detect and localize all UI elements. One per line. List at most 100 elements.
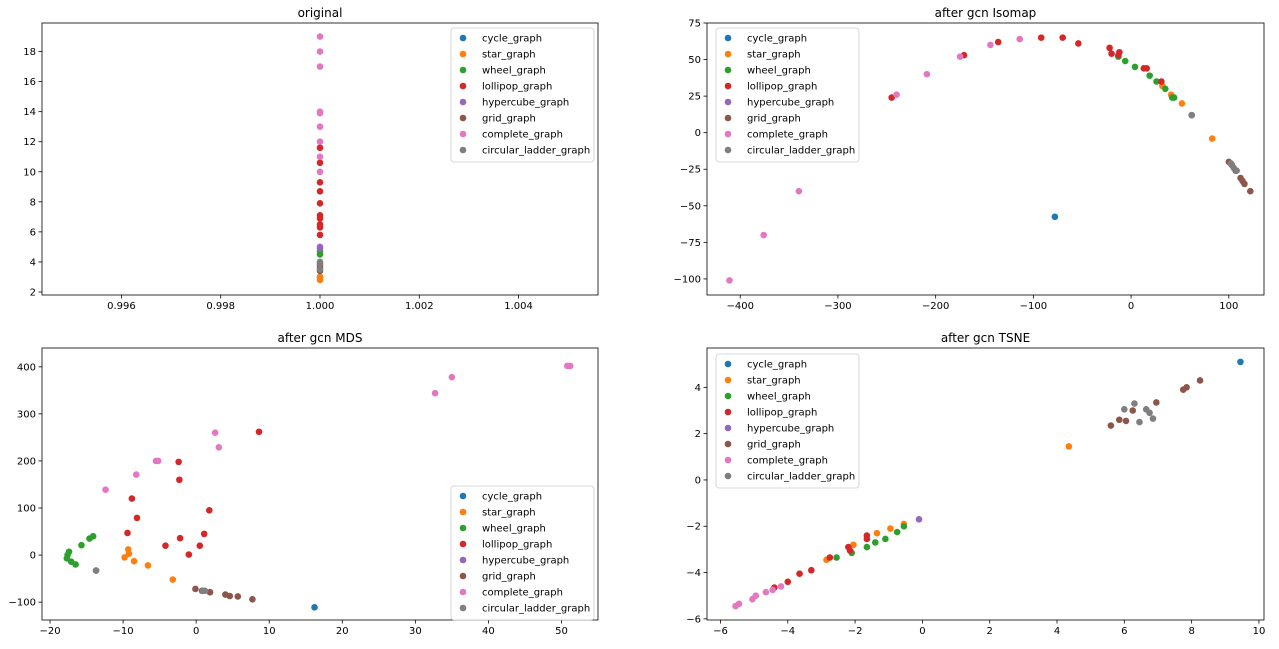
data-point (1143, 65, 1151, 72)
legend-marker (724, 82, 732, 90)
data-point (1075, 40, 1082, 47)
data-point (316, 153, 324, 161)
data-point (1241, 180, 1248, 188)
x-tick-label: 40 (482, 626, 495, 637)
data-point (863, 535, 871, 543)
data-point (130, 557, 138, 565)
y-tick-label: 10 (23, 167, 36, 178)
legend-marker (724, 98, 732, 106)
series-star-graph (316, 273, 324, 284)
data-point (769, 586, 776, 594)
y-tick-label: 18 (23, 47, 36, 58)
data-point (316, 178, 324, 186)
data-point (1196, 377, 1204, 384)
legend-label: cycle_graph (747, 360, 807, 371)
legend-label: circular_ladder_graph (747, 146, 855, 157)
y-tick-label: 16 (23, 77, 36, 88)
legend-frame (450, 27, 595, 163)
series-circular-ladder-graph (316, 258, 324, 273)
series-complete-graph (726, 35, 1024, 284)
legend-label: hypercube_graph (747, 424, 834, 435)
series-circular-ladder-graph (92, 567, 209, 595)
x-tick-label: −10 (113, 626, 134, 637)
data-point (887, 525, 894, 532)
data-point (893, 91, 900, 98)
y-tick-label: 12 (23, 137, 36, 148)
legend-marker (459, 604, 467, 612)
y-tick-label: −50 (680, 201, 701, 212)
legend-marker (724, 408, 732, 416)
data-point (206, 507, 213, 514)
data-point (196, 542, 204, 549)
legend-label: grid_graph (747, 114, 801, 125)
x-tick-label: −20 (39, 626, 60, 637)
data-point (185, 551, 193, 558)
data-point (846, 547, 854, 554)
data-point (316, 243, 324, 251)
legend-marker (724, 114, 732, 122)
data-point (316, 123, 324, 130)
x-tick-label: −4 (780, 626, 795, 637)
legend-marker (459, 524, 467, 532)
subplot-4: after gcn TSNE −6 −4 −2 0 2 4 6 8 10 −6 −4 −2 0 2 4 cycl… (686, 331, 1265, 637)
data-point (882, 535, 889, 543)
legend-marker (724, 146, 732, 154)
data-point (201, 587, 209, 595)
data-point (169, 576, 177, 583)
data-point (316, 221, 324, 228)
data-point (1016, 35, 1024, 43)
series-star-graph (823, 443, 1073, 564)
data-point (132, 471, 140, 478)
data-point (1170, 94, 1178, 101)
legend-marker (724, 472, 732, 480)
data-point (1247, 187, 1254, 195)
data-point (316, 159, 324, 167)
series-grid-graph (192, 585, 256, 603)
x-tick-label: 100 (1219, 301, 1238, 312)
chart-title: after gcn TSNE (941, 331, 1030, 345)
data-point (316, 273, 324, 281)
data-point (215, 443, 223, 451)
series-circular-ladder-graph (1188, 111, 1240, 174)
data-point (316, 138, 324, 146)
data-point (448, 373, 456, 381)
x-tick-label: 8 (1188, 626, 1194, 637)
data-point (566, 362, 574, 370)
data-point (1115, 51, 1122, 59)
data-point (850, 541, 857, 549)
y-tick-label: 25 (688, 92, 701, 103)
data-point (1131, 63, 1139, 71)
legend-marker (459, 588, 467, 596)
data-point (192, 585, 199, 593)
data-point (78, 541, 85, 549)
data-point (92, 567, 100, 574)
data-point (1208, 135, 1216, 142)
data-point (176, 534, 184, 542)
legend-marker (459, 114, 467, 122)
data-point (762, 588, 770, 596)
series-wheel-graph (833, 522, 908, 561)
legend-marker (724, 440, 732, 448)
y-tick-label: 200 (17, 456, 36, 467)
data-point (121, 554, 128, 561)
x-tick-label: 10 (263, 626, 276, 637)
series-lollipop-graph (316, 144, 324, 239)
legend-label: cycle_graph (747, 34, 807, 45)
x-tick-label: 1.000 (306, 301, 335, 312)
legend-label: complete_graph (482, 130, 563, 141)
chart-title: after gcn MDS (277, 331, 362, 345)
legend-label: star_graph (747, 376, 801, 387)
plot-frame (706, 22, 1265, 296)
data-point (316, 144, 324, 152)
legend-label: hypercube_graph (482, 556, 569, 567)
x-tick-label: 0.998 (206, 301, 235, 312)
data-point (1131, 400, 1138, 407)
legend-label: lollipop_graph (747, 408, 817, 419)
legend-marker (724, 34, 732, 42)
x-tick-label: −200 (922, 301, 949, 312)
legend-label: circular_ladder_graph (482, 146, 590, 157)
data-point (128, 495, 136, 502)
data-point (826, 554, 834, 561)
data-point (311, 603, 318, 611)
